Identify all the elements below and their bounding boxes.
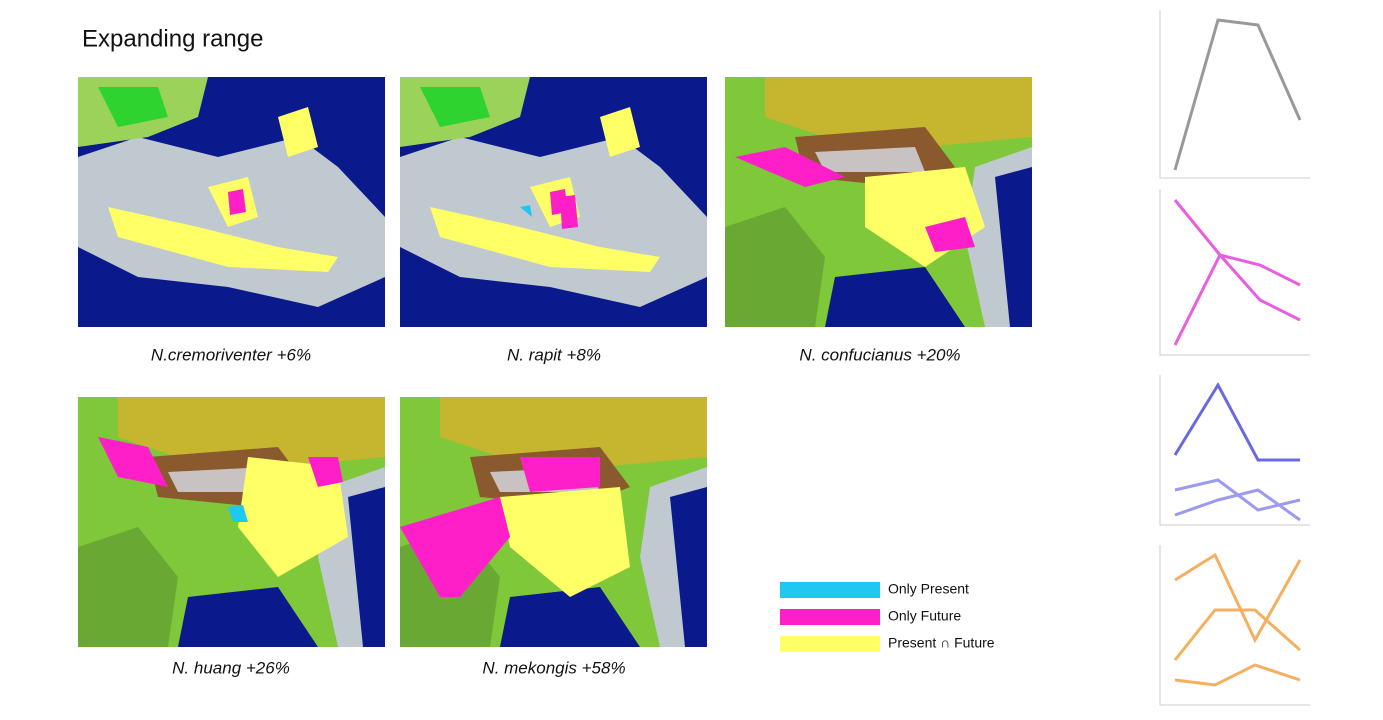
map (78, 77, 385, 327)
caption: N. confucianus +20% (799, 345, 960, 364)
map (78, 397, 385, 647)
caption: N.cremoriventer +6% (151, 345, 311, 364)
map (400, 77, 707, 327)
legend-label: Present ∩ Future (888, 635, 995, 651)
legend-swatch (780, 582, 880, 598)
mini-charts (1160, 10, 1310, 705)
map (400, 397, 707, 647)
map (725, 77, 1032, 327)
caption: N. huang +26% (172, 658, 290, 677)
title: Expanding range (82, 25, 263, 52)
legend-label: Only Future (888, 608, 961, 624)
slide: Expanding range N.cremoriventer +6% N. r… (0, 0, 1383, 715)
legend: Only Present Only Future Present ∩ Future (780, 581, 995, 652)
legend-swatch (780, 609, 880, 625)
legend-label: Only Present (888, 581, 969, 597)
legend-swatch (780, 636, 880, 652)
caption: N. mekongis +58% (482, 658, 625, 677)
caption: N. rapit +8% (507, 345, 601, 364)
